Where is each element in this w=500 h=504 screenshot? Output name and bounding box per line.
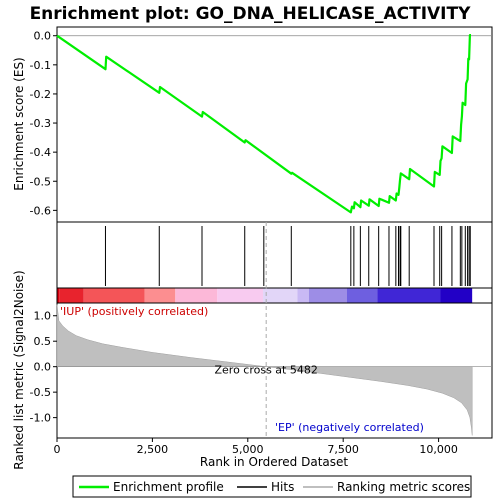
enrichment-profile-line xyxy=(56,33,471,214)
metric-y-tick-label: 0.5 xyxy=(34,335,52,348)
color-bar-segment xyxy=(440,288,473,303)
metric-y-tick-label: -1.0 xyxy=(30,412,51,425)
negative-correlation-label: 'EP' (negatively correlated) xyxy=(275,421,424,434)
es-panel-frame xyxy=(56,26,493,223)
es-y-tick-label: -0.1 xyxy=(30,59,51,72)
ranking-color-bar xyxy=(57,288,473,303)
color-bar-segment xyxy=(217,288,264,303)
metric-axis-title: Ranked list metric (Signal2Noise) xyxy=(12,270,26,469)
legend-box xyxy=(72,475,472,498)
hit-markers xyxy=(104,226,471,286)
legend-metric-label: Ranking metric scores xyxy=(337,480,470,494)
metric-y-axis: 1.0 0.5 0.0 -0.5 -1.0 xyxy=(30,310,57,425)
legend-profile-label: Enrichment profile xyxy=(113,480,224,494)
color-bar-segment xyxy=(297,288,309,303)
es-y-axis: 0.0 -0.1 -0.2 -0.3 -0.4 -0.5 -0.6 xyxy=(30,30,57,217)
es-y-tick-label: -0.3 xyxy=(30,117,51,130)
hits-panel-frame xyxy=(56,221,493,289)
es-y-tick-label: -0.2 xyxy=(30,88,51,101)
es-y-tick-label: -0.4 xyxy=(30,146,51,159)
color-bar-segment xyxy=(175,288,218,303)
chart-title: Enrichment plot: GO_DNA_HELICASE_ACTIVIT… xyxy=(30,4,472,24)
x-axis: 0 2,500 5,000 7,500 10,000 xyxy=(54,438,458,456)
x-axis-title: Rank in Ordered Dataset xyxy=(200,455,348,469)
color-bar-segment xyxy=(59,288,84,303)
color-bar-segment xyxy=(377,288,441,303)
es-y-tick-label: -0.5 xyxy=(30,175,51,188)
color-bar-segment xyxy=(308,288,347,303)
es-y-tick-label: -0.6 xyxy=(30,204,51,217)
metric-y-tick-label: -0.5 xyxy=(30,386,51,399)
positive-correlation-label: 'IUP' (positively correlated) xyxy=(60,305,208,318)
zero-cross-label: Zero cross at 5482 xyxy=(214,364,317,377)
x-tick-label: 2,500 xyxy=(137,443,169,456)
color-bar-segment xyxy=(144,288,176,303)
color-bar-segment xyxy=(263,288,298,303)
color-bar-segment xyxy=(57,288,60,303)
metric-y-tick-label: 1.0 xyxy=(34,310,52,323)
color-bar-segment xyxy=(83,288,145,303)
es-axis-title: Enrichment score (ES) xyxy=(12,57,26,190)
ranking-metric-area xyxy=(56,304,473,436)
x-tick-label: 10,000 xyxy=(419,443,458,456)
color-bar-segment xyxy=(347,288,378,303)
legend-hits-label: Hits xyxy=(271,480,294,494)
metric-y-tick-label: 0.0 xyxy=(34,361,52,374)
es-y-tick-label: 0.0 xyxy=(34,30,52,43)
x-tick-label: 0 xyxy=(54,443,61,456)
x-tick-label: 5,000 xyxy=(232,443,264,456)
x-tick-label: 7,500 xyxy=(327,443,359,456)
